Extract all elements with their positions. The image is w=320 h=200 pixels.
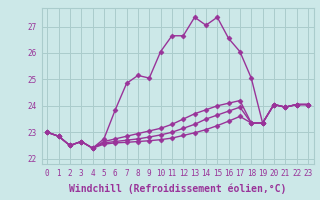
X-axis label: Windchill (Refroidissement éolien,°C): Windchill (Refroidissement éolien,°C): [69, 183, 286, 194]
